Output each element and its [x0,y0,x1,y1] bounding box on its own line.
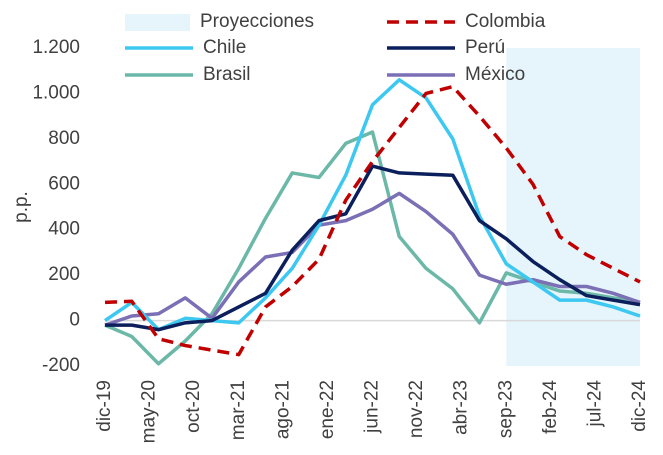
series-line [104,84,641,357]
y-tick-label: 1.200 [32,37,80,58]
y-tick-label: 0 [69,310,80,331]
x-tick-label: abr-23 [451,380,472,435]
x-tick-label: ene-22 [317,380,338,439]
legend-label: Proyecciones [200,11,314,32]
series-line [104,78,641,332]
legend-label: Perú [465,37,505,58]
y-tick-label: 200 [48,264,80,285]
y-tick-label: 1.000 [32,82,80,103]
y-axis-label: p.p. [11,191,32,223]
x-tick-label: may-20 [139,380,160,443]
legend-label: México [465,64,525,85]
y-tick-label: 600 [48,173,80,194]
x-tick-label: dic-24 [629,380,650,432]
x-tick-label: sep-23 [495,380,516,438]
x-tick-label: nov-22 [406,380,427,438]
x-tick-label: ago-21 [272,380,293,439]
x-tick-label: jun-22 [362,380,383,434]
legend-label: Colombia [465,11,546,32]
x-tick-label: jul-24 [584,380,605,428]
legend-swatch [125,14,190,31]
x-tick-label: oct-20 [183,380,204,433]
legend-label: Chile [203,37,246,58]
y-tick-label: 400 [48,219,80,240]
series-line [104,130,641,366]
projection-band [506,48,640,366]
x-tick-label: dic-19 [94,380,115,432]
x-tick-label: feb-24 [540,380,561,434]
series-line [105,164,641,332]
y-tick-label: 800 [48,128,80,149]
y-tick-label: -200 [42,355,80,376]
series-line [104,191,641,327]
legend-label: Brasil [203,64,251,85]
x-tick-label: mar-21 [228,380,249,440]
